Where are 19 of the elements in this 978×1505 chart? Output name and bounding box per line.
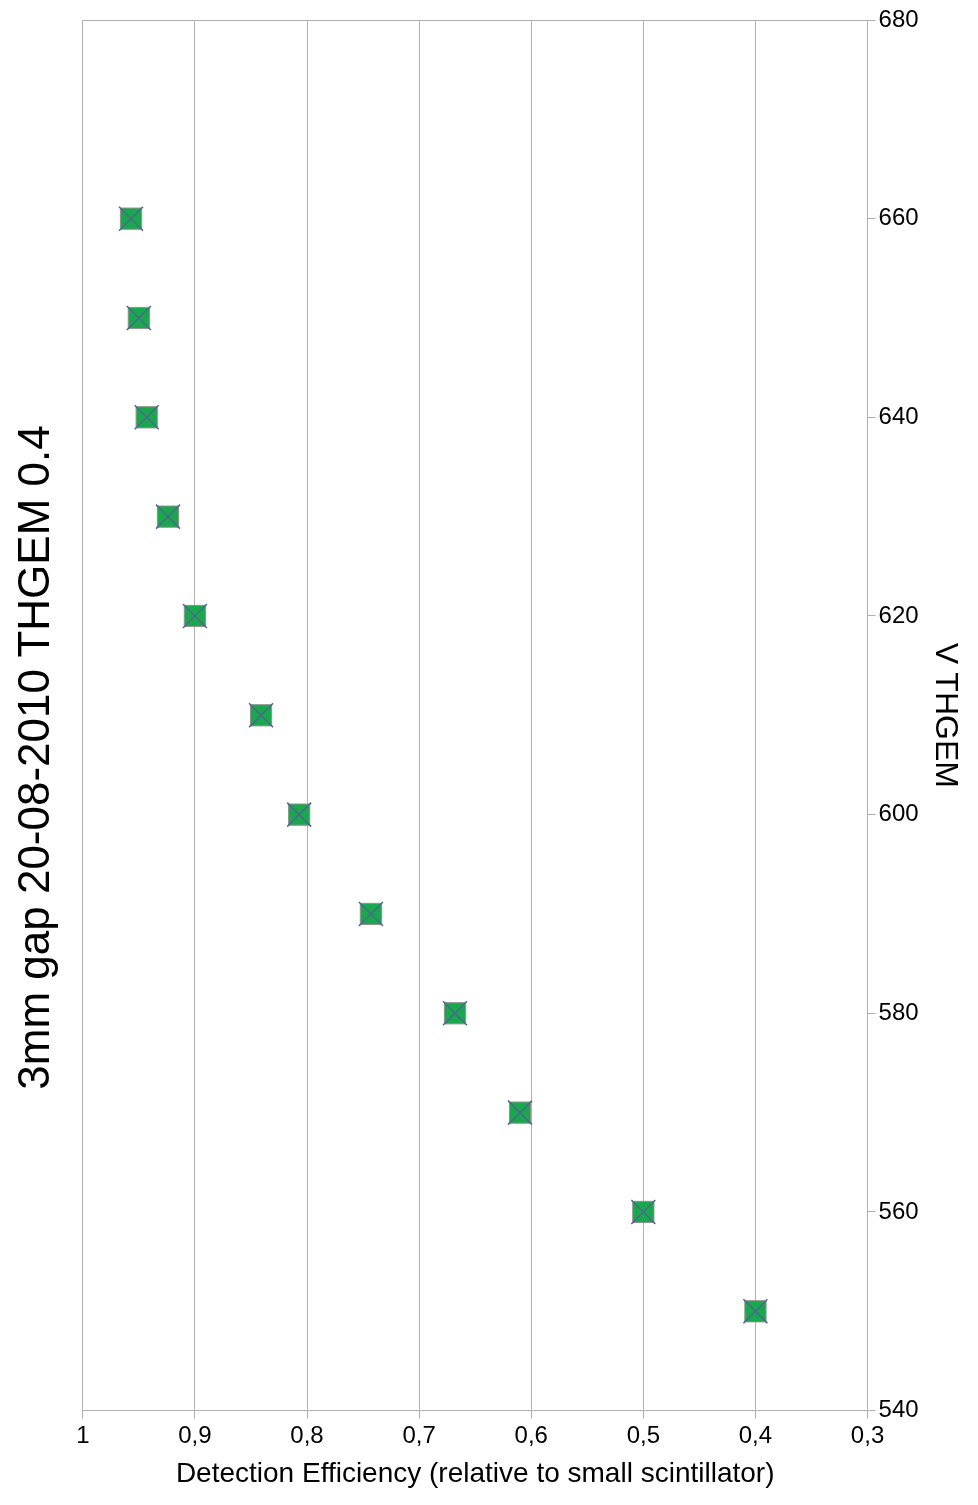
y-tick-label: 620 — [878, 600, 919, 628]
y-tick-label: 540 — [878, 1395, 919, 1423]
y-tick-label: 600 — [878, 799, 919, 827]
y-tick-label: 680 — [878, 4, 919, 32]
y-tick-label: 580 — [878, 997, 919, 1025]
x-tick-label: 0,7 — [402, 1420, 436, 1448]
y-tick-label: 640 — [878, 401, 919, 429]
x-axis-title: Detection Efficiency (relative to small scintillator) — [175, 1456, 775, 1488]
x-tick-label: 0,6 — [514, 1420, 548, 1448]
text: 3mm gap 20-08-2010 THGEM 0.4 — [8, 425, 58, 1090]
x-tick-label: 0,3 — [850, 1420, 885, 1448]
x-tick-label: 1 — [76, 1420, 90, 1448]
x-tick-label: 0,9 — [178, 1420, 212, 1448]
x-tick-label: 0,8 — [290, 1420, 324, 1448]
y-axis-title: V THGEM — [928, 642, 965, 788]
y-tick-label: 560 — [878, 1196, 919, 1224]
x-tick-label: 0,4 — [738, 1420, 773, 1448]
x-tick-label: 0,5 — [626, 1420, 661, 1448]
y-tick-label: 660 — [878, 203, 919, 231]
